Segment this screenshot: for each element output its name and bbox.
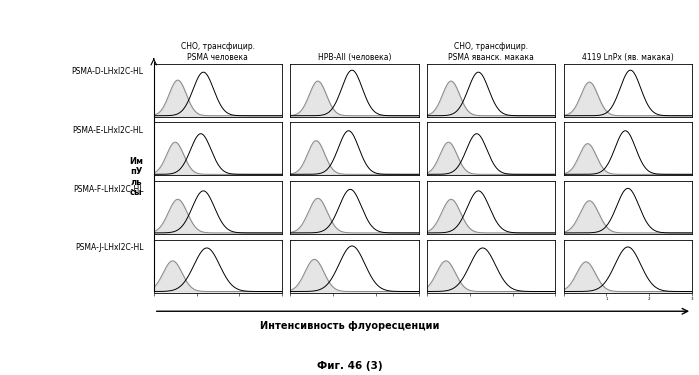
Text: Им
пУ
ль
сы: Им пУ ль сы: [129, 157, 143, 197]
Text: PSMA-D-LHxI2C-HL: PSMA-D-LHxI2C-HL: [71, 68, 143, 76]
Text: 4119 LnPx (яв. макака): 4119 LnPx (яв. макака): [582, 53, 674, 62]
Text: Фиг. 46 (3): Фиг. 46 (3): [317, 361, 382, 371]
Text: HPB-All (человека): HPB-All (человека): [318, 53, 391, 62]
Text: Интенсивность флуоресценции: Интенсивность флуоресценции: [260, 321, 439, 331]
Text: CHO, трансфицир.
PSMA яванск. макака: CHO, трансфицир. PSMA яванск. макака: [448, 42, 534, 62]
Text: CHO, трансфицир.
PSMA человека: CHO, трансфицир. PSMA человека: [181, 42, 255, 62]
Text: PSMA-E-LHxI2C-HL: PSMA-E-LHxI2C-HL: [73, 126, 143, 135]
Text: PSMA-F-LHxI2C-HL: PSMA-F-LHxI2C-HL: [73, 185, 143, 194]
Text: PSMA-J-LHxI2C-HL: PSMA-J-LHxI2C-HL: [75, 243, 143, 252]
